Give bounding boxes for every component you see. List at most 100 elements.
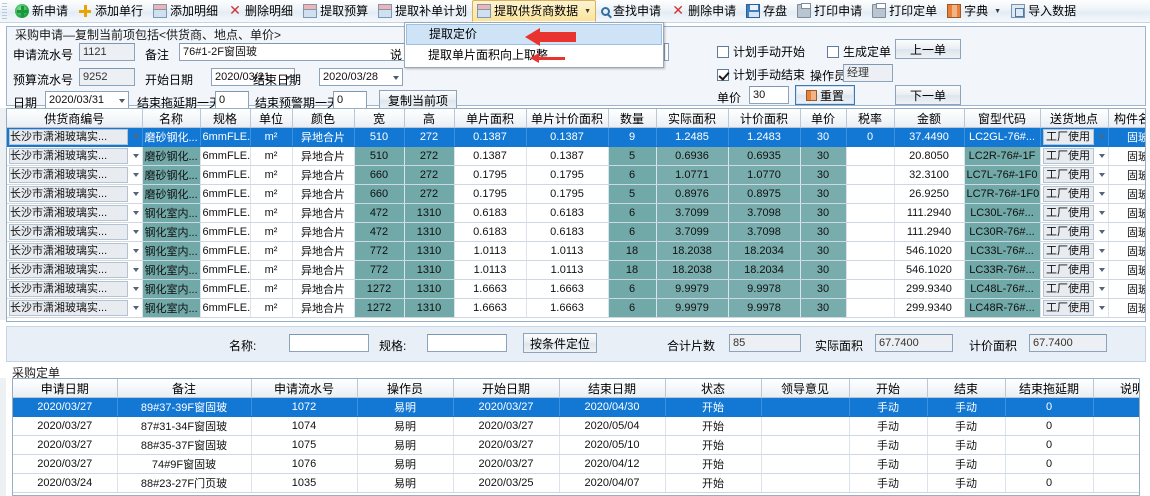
detail-cell-height[interactable]: 1310 bbox=[404, 241, 455, 261]
checkbox-plan-manual-end[interactable]: 计划手动结束 bbox=[717, 66, 805, 83]
detail-cell-window_code[interactable]: LC7L-76#-1F0 bbox=[964, 165, 1041, 185]
detail-cell-tax[interactable] bbox=[846, 146, 895, 166]
detail-cell-supplier[interactable]: 长沙市潇湘玻璃实... bbox=[7, 146, 143, 166]
detail-cell-unit[interactable]: m² bbox=[250, 146, 293, 166]
detail-cell-qty[interactable]: 6 bbox=[608, 165, 657, 185]
detail-cell-supplier[interactable]: 长沙市潇湘玻璃实... bbox=[7, 127, 143, 147]
detail-cell-qty[interactable]: 5 bbox=[608, 146, 657, 166]
order-cell-apply_no[interactable]: 1074 bbox=[251, 416, 358, 436]
detail-cell-supplier[interactable]: 长沙市潇湘玻璃实... bbox=[7, 241, 143, 261]
detail-cell-qty[interactable]: 9 bbox=[608, 127, 657, 147]
end-delay-input[interactable]: 0 bbox=[215, 91, 249, 109]
detail-cell-amount[interactable]: 37.4490 bbox=[894, 127, 965, 147]
toolbar-button-3[interactable]: 添加明细 bbox=[148, 1, 223, 21]
detail-cell-piece_area[interactable]: 1.0113 bbox=[454, 260, 527, 280]
order-col-header-7[interactable]: 状态 bbox=[665, 379, 762, 398]
detail-cell-amount[interactable]: 111.2940 bbox=[894, 203, 965, 223]
detail-cell-piece_price_area[interactable]: 0.6183 bbox=[526, 222, 609, 242]
detail-table-row[interactable]: 长沙市潇湘玻璃实...磨砂钢化...6mmFLE...m²异地合片6602720… bbox=[7, 184, 1145, 204]
detail-cell-piece_price_area[interactable]: 1.0113 bbox=[526, 260, 609, 280]
detail-cell-price_area[interactable]: 9.9978 bbox=[728, 279, 801, 299]
detail-col-header-1[interactable]: 供货商编号 bbox=[7, 109, 143, 128]
detail-cell-color[interactable]: 异地合片 bbox=[292, 127, 355, 147]
detail-cell-delivery[interactable]: 工厂使用 bbox=[1040, 241, 1109, 261]
order-col-header-10[interactable]: 结束 bbox=[927, 379, 1006, 398]
detail-cell-actual_area[interactable]: 1.0771 bbox=[656, 165, 729, 185]
order-cell-end_delay[interactable]: 0 bbox=[1005, 473, 1094, 493]
operator-input[interactable]: 经理 bbox=[843, 64, 893, 82]
order-cell-end_date[interactable]: 2020/04/30 bbox=[559, 397, 666, 417]
detail-cell-actual_area[interactable]: 1.2485 bbox=[656, 127, 729, 147]
detail-cell-width[interactable]: 660 bbox=[354, 165, 405, 185]
chevron-down-icon[interactable]: ▼ bbox=[584, 7, 592, 15]
detail-cell-tax[interactable] bbox=[846, 298, 895, 318]
detail-col-header-7[interactable]: 高 bbox=[404, 109, 455, 128]
toolbar-button-10[interactable]: 存盘 bbox=[741, 1, 792, 21]
detail-cell-actual_area[interactable]: 0.8976 bbox=[656, 184, 729, 204]
order-cell-remark[interactable]: 89#37-39F窗固玻 bbox=[117, 397, 252, 417]
toolbar-button-7[interactable]: 提取供货商数据 ▼ bbox=[472, 0, 597, 22]
chevron-down-icon[interactable]: ▼ bbox=[994, 7, 1002, 15]
detail-col-header-12[interactable]: 计价面积 bbox=[728, 109, 801, 128]
order-cell-status[interactable]: 开始 bbox=[665, 454, 762, 474]
detail-cell-piece_price_area[interactable]: 0.1795 bbox=[526, 165, 609, 185]
order-cell-start[interactable]: 手动 bbox=[849, 416, 928, 436]
detail-table-row[interactable]: 长沙市潇湘玻璃实... 钢化室内...6mmFLE...m²异地合片7721310… bbox=[7, 260, 1145, 280]
order-col-header-6[interactable]: 结束日期 bbox=[559, 379, 666, 398]
detail-col-header-11[interactable]: 实际面积 bbox=[656, 109, 729, 128]
end-date-picker[interactable]: 2020/03/28 bbox=[319, 68, 403, 86]
order-cell-apply_date[interactable]: 2020/03/24 bbox=[13, 473, 118, 493]
order-cell-leader[interactable] bbox=[761, 397, 850, 417]
detail-cell-actual_area[interactable]: 3.7099 bbox=[656, 222, 729, 242]
order-cell-note[interactable] bbox=[1093, 473, 1139, 493]
detail-cell-component[interactable]: 固玻 bbox=[1108, 298, 1145, 318]
detail-cell-qty[interactable]: 6 bbox=[608, 298, 657, 318]
order-cell-start_date[interactable]: 2020/03/27 bbox=[453, 397, 560, 417]
detail-cell-width[interactable]: 510 bbox=[354, 127, 405, 147]
detail-cell-supplier[interactable]: 长沙市潇湘玻璃实... bbox=[7, 222, 143, 242]
detail-cell-unit_price[interactable]: 30 bbox=[800, 146, 847, 166]
filter-name-input[interactable] bbox=[289, 334, 369, 352]
detail-cell-delivery[interactable]: 工厂使用 bbox=[1040, 146, 1109, 166]
detail-table-row[interactable]: 长沙市潇湘玻璃实... 钢化室内...6mmFLE...m²异地合片4721310… bbox=[7, 222, 1145, 242]
order-cell-operator[interactable]: 易明 bbox=[357, 397, 454, 417]
order-cell-note[interactable] bbox=[1093, 454, 1139, 474]
detail-cell-name[interactable]: 钢化室内... bbox=[142, 222, 201, 242]
toolbar-button-11[interactable]: 打印申请 bbox=[792, 1, 867, 21]
detail-cell-piece_price_area[interactable]: 1.0113 bbox=[526, 241, 609, 261]
detail-cell-piece_area[interactable]: 1.6663 bbox=[454, 279, 527, 299]
detail-cell-component[interactable]: 固玻 bbox=[1108, 241, 1145, 261]
order-cell-end_date[interactable]: 2020/04/07 bbox=[559, 473, 666, 493]
detail-cell-qty[interactable]: 6 bbox=[608, 203, 657, 223]
detail-cell-unit_price[interactable]: 30 bbox=[800, 260, 847, 280]
detail-cell-piece_price_area[interactable]: 0.1387 bbox=[526, 127, 609, 147]
detail-cell-component[interactable]: 固玻 bbox=[1108, 146, 1145, 166]
detail-col-header-16[interactable]: 窗型代码 bbox=[964, 109, 1041, 128]
detail-cell-qty[interactable]: 6 bbox=[608, 279, 657, 299]
detail-grid[interactable]: 供货商编号 名称 规格 单位 颜色宽高单片面积 单片计价面积 数量 实际面积 计价面积 单价 税率金… bbox=[6, 108, 1146, 322]
order-cell-start[interactable]: 手动 bbox=[849, 435, 928, 455]
detail-cell-amount[interactable]: 111.2940 bbox=[894, 222, 965, 242]
detail-cell-price_area[interactable]: 9.9978 bbox=[728, 298, 801, 318]
detail-cell-piece_area[interactable]: 0.1795 bbox=[454, 184, 527, 204]
detail-cell-supplier[interactable]: 长沙市潇湘玻璃实... bbox=[7, 298, 143, 318]
detail-table-row[interactable]: 长沙市潇湘玻璃实... 钢化室内...6mmFLE...m²异地合片7721310… bbox=[7, 241, 1145, 261]
detail-cell-piece_price_area[interactable]: 1.6663 bbox=[526, 279, 609, 299]
detail-cell-name[interactable]: 钢化室内... bbox=[142, 260, 201, 280]
detail-cell-component[interactable]: 固玻 bbox=[1108, 184, 1145, 204]
detail-cell-unit_price[interactable]: 30 bbox=[800, 241, 847, 261]
menu-item-extract-piece-area-roundup[interactable]: 提取单片面积向上取整 bbox=[406, 45, 662, 66]
order-cell-leader[interactable] bbox=[761, 473, 850, 493]
unit-price-input[interactable]: 30 bbox=[749, 86, 789, 104]
order-table-row[interactable]: 2020/03/27 88#35-37F窗固玻 1075 易明 2020/03/27 20… bbox=[13, 435, 1139, 455]
detail-cell-height[interactable]: 1310 bbox=[404, 260, 455, 280]
detail-cell-component[interactable]: 固玻 bbox=[1108, 260, 1145, 280]
order-table-row[interactable]: 2020/03/27 87#31-34F窗固玻 1074 易明 2020/03/27 20… bbox=[13, 416, 1139, 436]
order-cell-end_delay[interactable]: 0 bbox=[1005, 416, 1094, 436]
detail-cell-price_area[interactable]: 1.2483 bbox=[728, 127, 801, 147]
detail-cell-unit[interactable]: m² bbox=[250, 222, 293, 242]
detail-col-header-8[interactable]: 单片面积 bbox=[454, 109, 527, 128]
detail-col-header-17[interactable]: 送货地点 bbox=[1040, 109, 1109, 128]
detail-cell-amount[interactable]: 32.3100 bbox=[894, 165, 965, 185]
detail-cell-name[interactable]: 钢化室内... bbox=[142, 298, 201, 318]
